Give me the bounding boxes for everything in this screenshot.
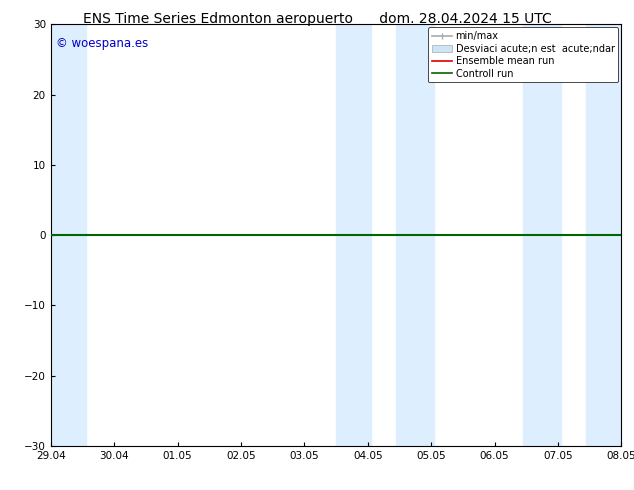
Bar	[523, 24, 561, 446]
Legend: min/max, Desviaci acute;n est  acute;ndar, Ensemble mean run, Controll run: min/max, Desviaci acute;n est acute;ndar…	[429, 27, 618, 82]
Bar	[396, 24, 434, 446]
Bar	[51, 24, 86, 446]
Bar	[336, 24, 371, 446]
Bar	[586, 24, 621, 446]
Text: ENS Time Series Edmonton aeropuerto      dom. 28.04.2024 15 UTC: ENS Time Series Edmonton aeropuerto dom.…	[82, 12, 552, 26]
Text: © woespana.es: © woespana.es	[56, 37, 149, 50]
